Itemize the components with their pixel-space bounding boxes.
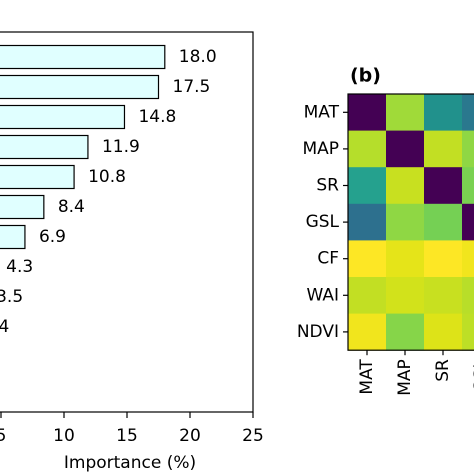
- row-label: CF: [317, 249, 339, 269]
- heatmap-cell: [348, 203, 387, 241]
- row-label: NDVI: [297, 322, 339, 342]
- bar-value-label: 17.5: [173, 77, 211, 97]
- heatmap-cell: [386, 94, 425, 132]
- heatmap-cell: [424, 240, 463, 278]
- heatmap-cell: [348, 130, 387, 168]
- bar: [0, 194, 45, 220]
- bar: [0, 74, 160, 100]
- x-tick-label: 15: [116, 426, 138, 446]
- row-label: SR: [316, 176, 339, 196]
- heatmap-cell: [348, 167, 387, 205]
- heatmap-cell: [424, 277, 463, 315]
- bar-value-label: 3.5: [0, 287, 23, 307]
- bar-value-label: 4.3: [6, 257, 33, 277]
- heatmap-cell: [462, 167, 474, 205]
- panel-title: (b): [350, 65, 381, 87]
- bar-value-label: 6.9: [39, 227, 66, 247]
- heatmap-cell: [462, 240, 474, 278]
- heatmap-cell: [386, 240, 425, 278]
- bar-value-label: 11.9: [102, 137, 140, 157]
- heatmap-cell: [348, 240, 387, 278]
- heatmap-cell: [424, 167, 463, 205]
- column-label: GSL: [471, 359, 474, 393]
- x-tick-label: 10: [53, 426, 75, 446]
- heatmap-cell: [348, 277, 387, 315]
- plot-frame: [0, 31, 254, 413]
- x-tick-label: 25: [242, 426, 264, 446]
- heatmap-cell: [348, 313, 387, 351]
- column-label: SR: [433, 359, 453, 382]
- bar: [0, 104, 126, 130]
- x-tick-label: 20: [179, 426, 201, 446]
- column-label: MAT: [357, 359, 377, 395]
- heatmap-cell: [348, 94, 387, 132]
- bar: [0, 44, 166, 70]
- x-tick-label: 5: [0, 426, 6, 446]
- bar-value-label: 10.8: [88, 167, 126, 187]
- bar: [0, 164, 75, 190]
- heatmap-cell: [424, 130, 463, 168]
- x-axis-label: Importance (%): [64, 453, 196, 473]
- heatmap-cell: [386, 167, 425, 205]
- heatmap-cell: [386, 203, 425, 241]
- heatmap-cell: [462, 94, 474, 132]
- row-label: MAP: [302, 139, 339, 159]
- heatmap-cell: [462, 130, 474, 168]
- heatmap-cell: [462, 203, 474, 241]
- row-label: MAT: [304, 102, 340, 122]
- bar-value-label: 8.4: [58, 197, 85, 217]
- bar-value-label: 18.0: [179, 47, 217, 67]
- column-label: MAP: [395, 359, 415, 396]
- bar: [0, 134, 89, 160]
- row-label: GSL: [306, 212, 340, 232]
- heatmap-cell: [424, 94, 463, 132]
- heatmap-cell: [386, 277, 425, 315]
- heatmap-cell: [462, 277, 474, 315]
- bar-value-label: 2.4: [0, 317, 9, 337]
- heatmap-cell: [386, 313, 425, 351]
- bar-value-label: 14.8: [138, 107, 176, 127]
- heatmap-cell: [424, 203, 463, 241]
- heatmap-cell: [462, 313, 474, 351]
- heatmap-cell: [386, 130, 425, 168]
- heatmap-cell: [424, 313, 463, 351]
- row-label: WAI: [306, 285, 339, 305]
- bar: [0, 224, 26, 250]
